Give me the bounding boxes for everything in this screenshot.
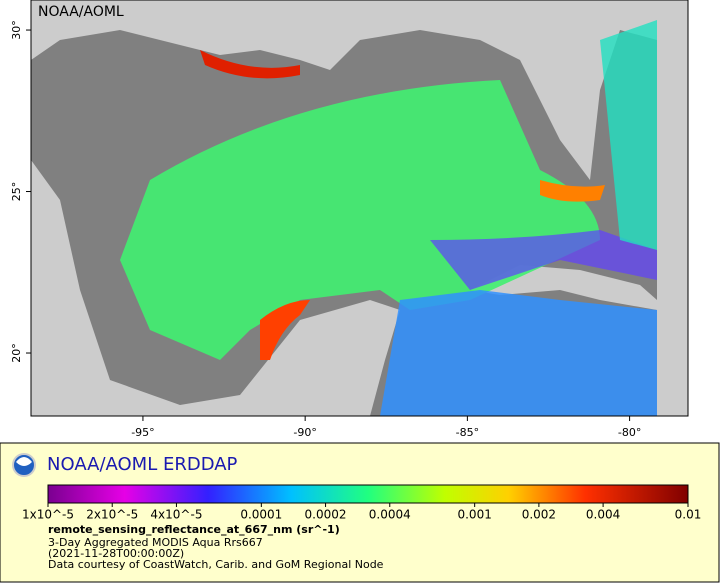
y-tick-label: 30°	[10, 20, 23, 40]
legend-panel	[0, 442, 720, 583]
legend-brand: NOAA/AOML ERDDAP	[47, 454, 238, 475]
legend-line: 3-Day Aggregated MODIS Aqua Rrs667	[48, 536, 263, 549]
x-tick-label: -85°	[456, 426, 479, 439]
colorbar-tick-label: 0.01	[675, 508, 702, 522]
x-tick-label: -80°	[618, 426, 641, 439]
colorbar-tick-label: 0.0004	[369, 508, 411, 522]
colorbar-tick-label: 4x10^-5	[150, 508, 202, 522]
legend-line: (2021-11-28T00:00:00Z)	[48, 547, 184, 560]
plume-red	[200, 50, 300, 79]
x-tick-label: -90°	[293, 426, 316, 439]
colorbar-tick-label: 0.004	[586, 508, 620, 522]
colorbar-tick-label: 1x10^-5	[22, 508, 74, 522]
colorbar-tick-label: 0.0002	[305, 508, 347, 522]
noaa-logo-bird	[16, 457, 32, 466]
water-atlantic	[600, 20, 657, 250]
water-violet	[430, 230, 657, 290]
axes: -95° -90° -85° -80° 20° 25° 30°	[10, 20, 641, 439]
plume-coast	[260, 300, 310, 360]
map-frame	[30, 0, 689, 417]
land-mexico	[31, 160, 400, 416]
colorbar-tick-label: 2x10^-5	[86, 508, 138, 522]
x-tick-label: -95°	[131, 426, 154, 439]
plume-orange	[540, 180, 605, 202]
colorbar-tick-label: 0.001	[457, 508, 491, 522]
colorbar-tick-label: 0.002	[522, 508, 556, 522]
variable-name: remote_sensing_reflectance_at_667_nm (sr…	[48, 523, 340, 536]
map-label: NOAA/AOML	[38, 4, 124, 20]
legend-line: Data courtesy of CoastWatch, Carib. and …	[48, 558, 384, 571]
map-area	[31, 0, 688, 416]
water-blue	[380, 290, 657, 416]
colorbar-ticks: 1x10^-5 2x10^-5 4x10^-5 0.0001 0.0002 0.0004 0…	[22, 503, 701, 522]
colorbar-tick-label: 0.0001	[240, 508, 282, 522]
y-tick-label: 25°	[10, 182, 23, 202]
y-tick-label: 20°	[10, 343, 23, 363]
colorbar	[47, 484, 689, 504]
